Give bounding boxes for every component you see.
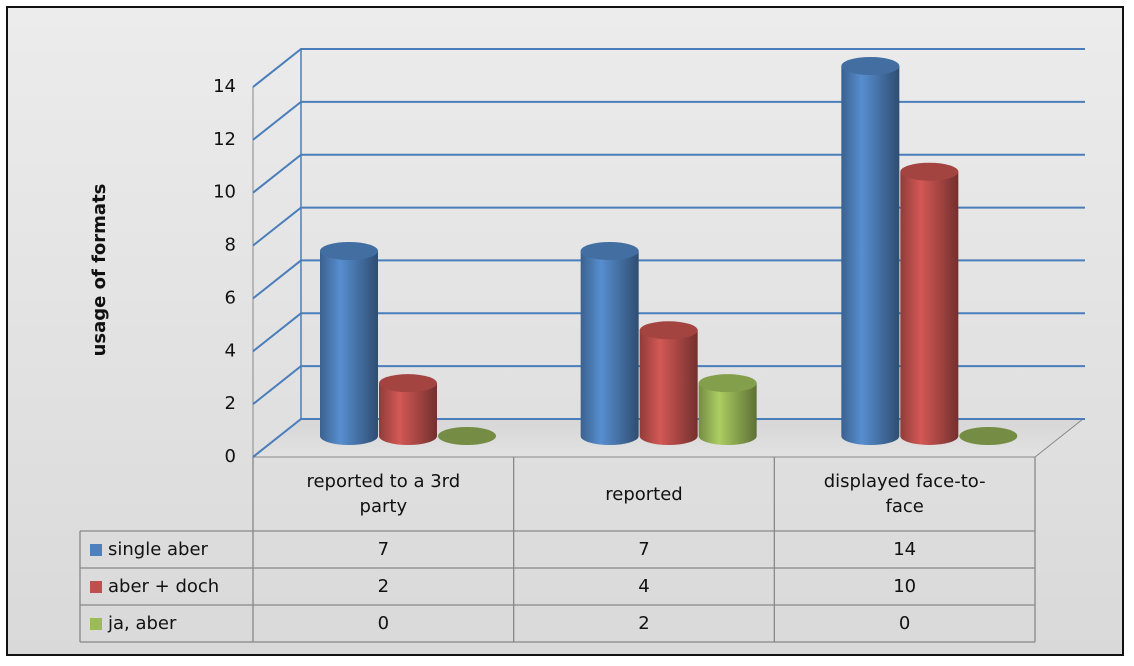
cylinder bbox=[959, 427, 1018, 445]
cylinder bbox=[438, 427, 496, 445]
cylinder-body bbox=[320, 251, 378, 445]
cylinder bbox=[580, 242, 639, 446]
y-tick-label: 6 bbox=[225, 287, 236, 308]
cylinder-body bbox=[698, 383, 757, 446]
cell-text: 7 bbox=[377, 539, 390, 560]
y-tick-label: 2 bbox=[225, 393, 236, 414]
legend-key bbox=[90, 580, 102, 593]
table-cell: 7 bbox=[253, 531, 514, 568]
cylinder-top bbox=[320, 242, 378, 260]
cylinder-top bbox=[379, 374, 437, 393]
legend-label: single aber bbox=[108, 539, 208, 560]
table-cell: 7 bbox=[514, 531, 775, 568]
cylinder-body bbox=[900, 171, 959, 445]
cylinder bbox=[698, 374, 757, 446]
table-cell: reported to a 3rd party bbox=[253, 457, 514, 531]
y-tick-label: 14 bbox=[213, 76, 236, 97]
cylinder-top bbox=[841, 57, 900, 75]
y-tick-label: 8 bbox=[225, 235, 236, 256]
legend-key bbox=[90, 617, 102, 630]
cell-text: 0 bbox=[898, 613, 911, 634]
cell-text: 0 bbox=[377, 613, 390, 634]
grid-line bbox=[252, 206, 1085, 247]
cell-text: 4 bbox=[638, 576, 650, 597]
cylinder bbox=[320, 242, 378, 445]
cell-text: 7 bbox=[638, 539, 650, 560]
cell-text: 2 bbox=[638, 613, 650, 634]
grid-line bbox=[252, 153, 1085, 194]
legend-label: ja, aber bbox=[108, 613, 177, 634]
table-cell: 2 bbox=[514, 605, 775, 642]
cylinder-body bbox=[841, 66, 900, 446]
y-tick-label: 0 bbox=[225, 446, 236, 467]
y-tick-label: 12 bbox=[213, 129, 236, 150]
cell-text: 14 bbox=[893, 539, 917, 560]
table-cell: 2 bbox=[253, 568, 514, 605]
grid-line bbox=[252, 312, 1085, 353]
table-cell: ja, aber bbox=[80, 605, 253, 642]
cylinder bbox=[639, 321, 698, 446]
cylinder-top bbox=[438, 427, 496, 445]
grid-line bbox=[252, 418, 1085, 458]
cylinder-top bbox=[639, 321, 698, 340]
cell-text: reported bbox=[605, 483, 683, 505]
cell-text: 2 bbox=[377, 576, 390, 597]
cylinder-body bbox=[580, 251, 639, 446]
y-tick-label: 10 bbox=[213, 182, 236, 203]
cylinder-top bbox=[900, 162, 959, 181]
table-cell: single aber bbox=[80, 531, 253, 568]
cylinder-top bbox=[698, 374, 757, 393]
cylinder-top bbox=[580, 242, 639, 260]
y-axis-title: usage of formats bbox=[89, 184, 110, 357]
cell-text: displayed face-to-face bbox=[823, 471, 986, 517]
legend-label: aber + doch bbox=[108, 576, 220, 597]
table-cell: reported bbox=[514, 457, 775, 531]
cell-text: reported to a 3rd party bbox=[306, 471, 461, 517]
table-cell: 10 bbox=[774, 568, 1035, 605]
cylinder bbox=[841, 57, 900, 446]
grid-line bbox=[252, 365, 1085, 405]
cylinder-top bbox=[959, 427, 1018, 445]
table-cell: 0 bbox=[774, 605, 1035, 642]
cylinder bbox=[900, 162, 959, 445]
cylinder-body bbox=[379, 383, 437, 445]
grid-line bbox=[252, 100, 1085, 141]
cylinder-body bbox=[639, 330, 698, 446]
legend-key bbox=[90, 543, 102, 556]
cylinder bbox=[379, 374, 437, 445]
table-cell: 14 bbox=[774, 531, 1035, 568]
y-tick-label: 4 bbox=[225, 340, 236, 361]
table-cell: 0 bbox=[253, 605, 514, 642]
grid-line bbox=[252, 259, 1085, 300]
table-cell: aber + doch bbox=[80, 568, 253, 605]
grid-line bbox=[252, 48, 1085, 88]
table-cell: 4 bbox=[514, 568, 775, 605]
cell-text: 10 bbox=[893, 576, 917, 597]
table-cell: displayed face-to-face bbox=[774, 457, 1035, 531]
